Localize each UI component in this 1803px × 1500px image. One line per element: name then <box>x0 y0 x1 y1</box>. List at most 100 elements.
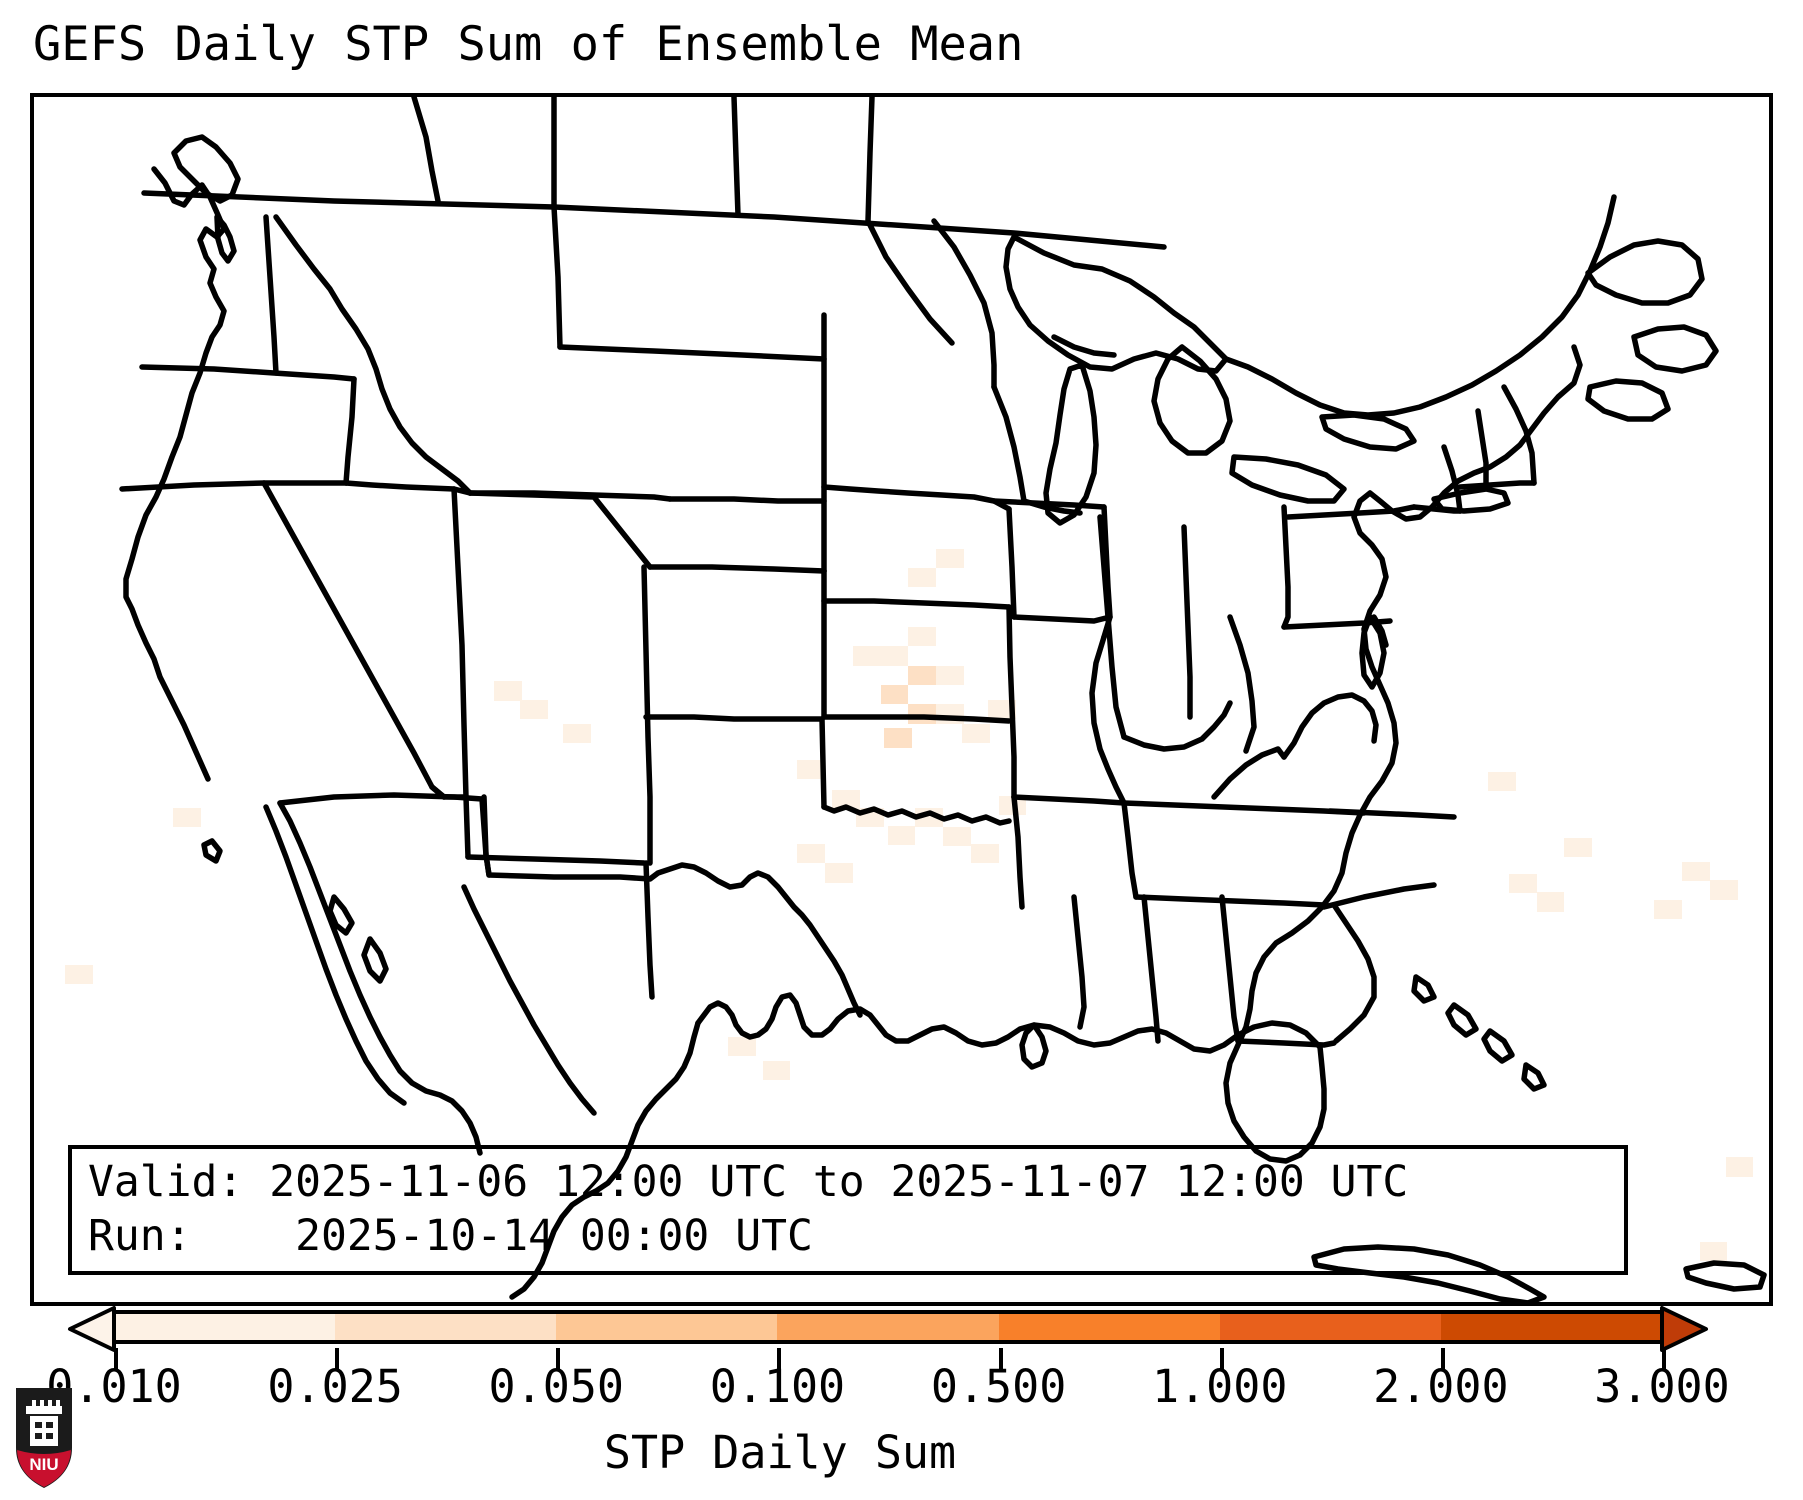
map-geography <box>119 97 1767 1302</box>
grid-cell <box>962 723 990 743</box>
state-border-ne-ia-mo <box>1006 506 1017 620</box>
grid-cell <box>943 827 971 847</box>
grid-cell <box>1536 892 1565 912</box>
colorbar-tick-label-7: 3.000 <box>1594 1360 1730 1413</box>
state-border-az-nm <box>481 794 492 878</box>
state-border-ca-nv <box>261 480 447 800</box>
state-border-in-ky <box>1121 700 1233 752</box>
state-border-pa-ny <box>1285 504 1417 520</box>
map-panel <box>30 93 1773 1306</box>
state-border-or-id <box>343 376 357 486</box>
colorbar-band-2 <box>556 1314 778 1340</box>
colorbar-tick-5 <box>1219 1348 1224 1370</box>
vancouver-island <box>171 134 241 204</box>
state-border-vt-nh <box>1475 408 1489 490</box>
state-border-ny-vt-nh <box>1441 444 1463 514</box>
colorbar-under-arrow <box>68 1306 116 1352</box>
grid-cell <box>887 826 916 846</box>
baja-california <box>277 800 483 1156</box>
st-lawrence-river <box>1223 194 1617 418</box>
grid-cell <box>519 699 548 719</box>
state-border-id-nv-ut <box>343 480 473 496</box>
canada-north-edge-4 <box>865 97 955 346</box>
grid-cell <box>65 964 93 984</box>
colorbar-tick-7 <box>1662 1348 1666 1370</box>
grid-cell <box>1710 880 1738 900</box>
state-border-oh-pa <box>1281 504 1291 630</box>
grid-cell <box>1508 874 1537 894</box>
state-border-sd-ne <box>821 484 1012 512</box>
colorbar-tick-label-5: 1.000 <box>1151 1360 1288 1413</box>
gulf-coast-louisiana <box>1019 1022 1049 1070</box>
state-border-la-ms <box>1071 894 1087 1030</box>
colorbar-band-0 <box>114 1314 336 1340</box>
lake-ontario <box>1319 412 1417 452</box>
page-title: GEFS Daily STP Sum of Ensemble Mean <box>33 17 1024 72</box>
bahamas-2 <box>1481 1028 1515 1064</box>
colorbar-tick-3 <box>777 1348 782 1370</box>
state-border-nv-az <box>429 784 469 800</box>
state-border-mi-up <box>1051 334 1117 358</box>
colorbar-tick-label-3: 0.100 <box>709 1360 846 1413</box>
state-border-wy-co <box>647 564 827 574</box>
state-border-ks-mo <box>1006 604 1017 800</box>
grid-cell <box>884 728 912 748</box>
us-canada-border <box>141 190 1167 250</box>
state-border-nv-ut <box>451 486 471 860</box>
puget-sound-detail <box>214 214 237 264</box>
grid-cell <box>1725 1157 1754 1177</box>
grid-cell <box>728 1036 756 1057</box>
bahamas-3 <box>1521 1062 1547 1092</box>
state-border-oh-wv <box>1227 614 1257 754</box>
valid-time-line: Valid: 2025-11-06 12:00 UTC to 2025-11-0… <box>88 1157 1409 1207</box>
state-border-nm-ok-tx <box>643 714 827 810</box>
grid-cell <box>563 723 591 743</box>
state-border-sc-nc <box>1321 882 1437 910</box>
colorbar-band-6 <box>1440 1314 1662 1340</box>
colorbar[interactable] <box>68 1306 1708 1370</box>
grid-cell <box>970 844 999 864</box>
colorbar-band-1 <box>335 1314 557 1340</box>
state-border-ar-tn <box>1121 800 1139 900</box>
grid-cell <box>832 789 860 810</box>
state-border-ok-tx <box>821 804 1012 826</box>
state-border-ut-az <box>465 854 647 866</box>
state-border-il-in <box>1097 514 1127 740</box>
run-time-line: Run: 2025-10-14 00:00 UTC <box>88 1211 813 1261</box>
state-border-ar-la-ms <box>1011 794 1025 910</box>
hispaniola <box>1683 1260 1767 1292</box>
state-border-ia-mn <box>991 498 1107 510</box>
state-border-nc-va <box>1327 808 1457 820</box>
state-border-ny-ma-ct <box>1411 504 1463 514</box>
state-border-ma-nh <box>1457 480 1537 490</box>
colorbar-tick-label-4: 0.500 <box>930 1360 1067 1413</box>
state-border-or-ca <box>119 480 349 492</box>
grid-cell <box>1682 862 1710 882</box>
grid-cell <box>762 1061 791 1081</box>
grid-cell <box>172 807 201 828</box>
state-border-ga-sc <box>1331 902 1377 1044</box>
state-border-ky-wv-va <box>1211 746 1287 800</box>
mexico-isl-3 <box>201 838 223 864</box>
mexico-isl-2 <box>361 936 389 984</box>
state-border-mn-canada <box>931 218 997 390</box>
colorbar-tick-label-6: 2.000 <box>1373 1360 1509 1413</box>
gridded-data-layer <box>34 97 1769 1302</box>
colorbar-band-4 <box>998 1314 1220 1340</box>
state-border-wa-or <box>139 364 357 382</box>
grid-cell <box>1564 838 1593 858</box>
coastline-pacific-nw <box>123 166 227 782</box>
colorbar-tick-0 <box>114 1348 118 1370</box>
bahamas-1 <box>1445 1002 1479 1038</box>
lake-michigan <box>1043 362 1099 526</box>
state-border-mo-ar <box>1011 794 1127 806</box>
state-border-mt-nd <box>551 204 563 350</box>
grid-cell <box>908 665 937 686</box>
state-border-mt-sd-nd <box>667 496 827 504</box>
colorbar-extend-arrows <box>68 1306 1708 1352</box>
us-mexico-border <box>277 792 863 1018</box>
grid-cell <box>936 548 964 569</box>
state-border-ga-fl <box>1235 1038 1337 1048</box>
logo-tower-window-3 <box>35 1433 42 1439</box>
